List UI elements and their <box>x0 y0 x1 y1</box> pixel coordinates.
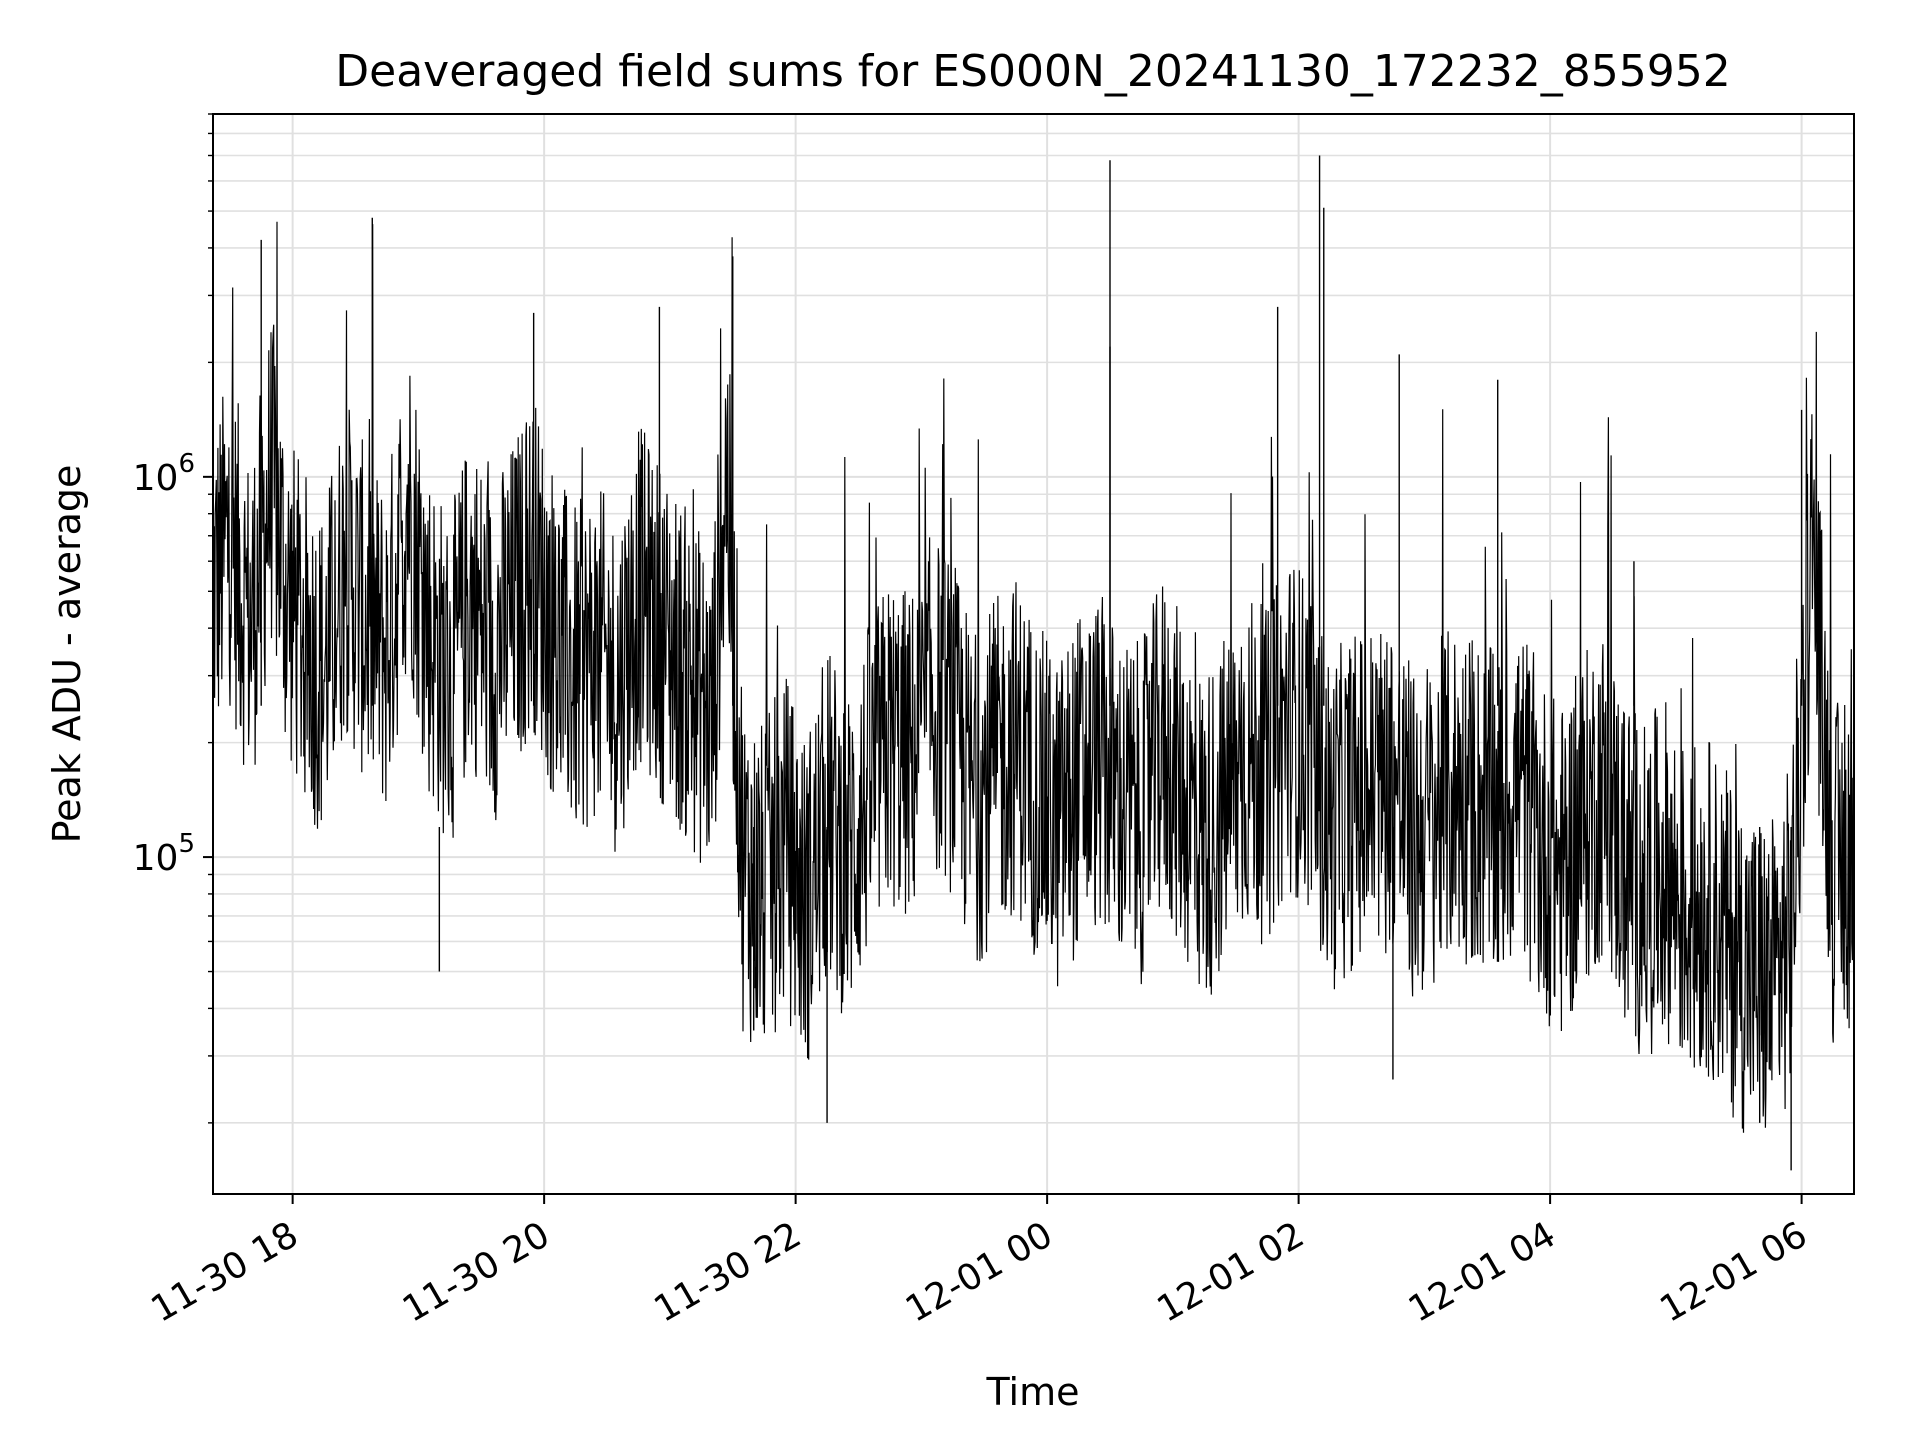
y-tick-exponent: 6 <box>178 449 195 479</box>
plot-frame <box>212 113 1855 1195</box>
y-tick-base: 10 <box>133 838 179 879</box>
y-tick-exponent: 5 <box>178 829 195 859</box>
y-tick-base: 10 <box>133 458 179 499</box>
y-axis-label: Peak ADU - average <box>45 465 89 844</box>
y-tick-label: 105 <box>133 829 195 879</box>
series-line <box>212 221 1855 1133</box>
data-series <box>212 155 1855 1171</box>
chart-title: Deaveraged field sums for ES000N_2024113… <box>335 46 1731 97</box>
y-tick-label: 106 <box>133 449 195 499</box>
x-axis-label: Time <box>986 1370 1080 1414</box>
